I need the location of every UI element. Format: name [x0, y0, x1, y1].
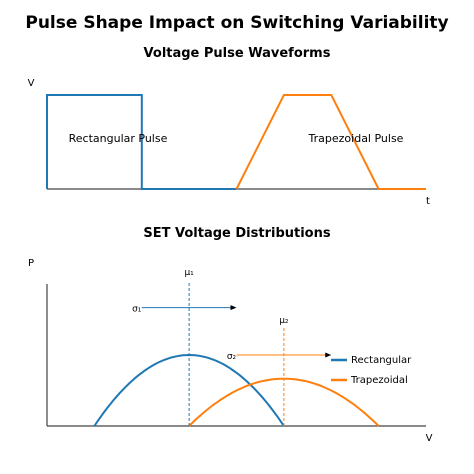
- distribution-title: SET Voltage Distributions: [143, 226, 330, 241]
- sigma2-label: σ₂: [227, 352, 237, 362]
- waveform-title: Voltage Pulse Waveforms: [144, 46, 331, 61]
- sigma1-arrowhead: [230, 305, 237, 311]
- mu2-label: μ₂: [279, 316, 289, 326]
- mu1-label: μ₁: [184, 268, 194, 278]
- rectangular-pulse-line: [46, 94, 237, 190]
- distribution-plot: SET Voltage Distributions P V μ₁ μ₂ σ₁ σ…: [28, 226, 433, 444]
- legend-label-trapezoidal: Trapezoidal: [350, 375, 408, 386]
- legend-label-rectangular: Rectangular: [351, 355, 412, 366]
- figure-title: Pulse Shape Impact on Switching Variabil…: [25, 13, 448, 33]
- distribution-xlabel: V: [426, 433, 433, 444]
- sigma1-label: σ₁: [132, 305, 142, 315]
- rectangular-pulse-label: Rectangular Pulse: [69, 132, 168, 145]
- waveform-xlabel: t: [426, 196, 430, 207]
- legend: Rectangular Trapezoidal: [331, 355, 412, 386]
- waveform-plot: Voltage Pulse Waveforms V t Rectangular …: [28, 46, 430, 207]
- sigma2-arrowhead: [325, 352, 332, 358]
- trapezoidal-pulse-line: [235, 94, 426, 190]
- waveform-ylabel: V: [28, 78, 35, 89]
- trapezoidal-pulse-label: Trapezoidal Pulse: [308, 132, 404, 145]
- distribution-ylabel: P: [28, 258, 34, 269]
